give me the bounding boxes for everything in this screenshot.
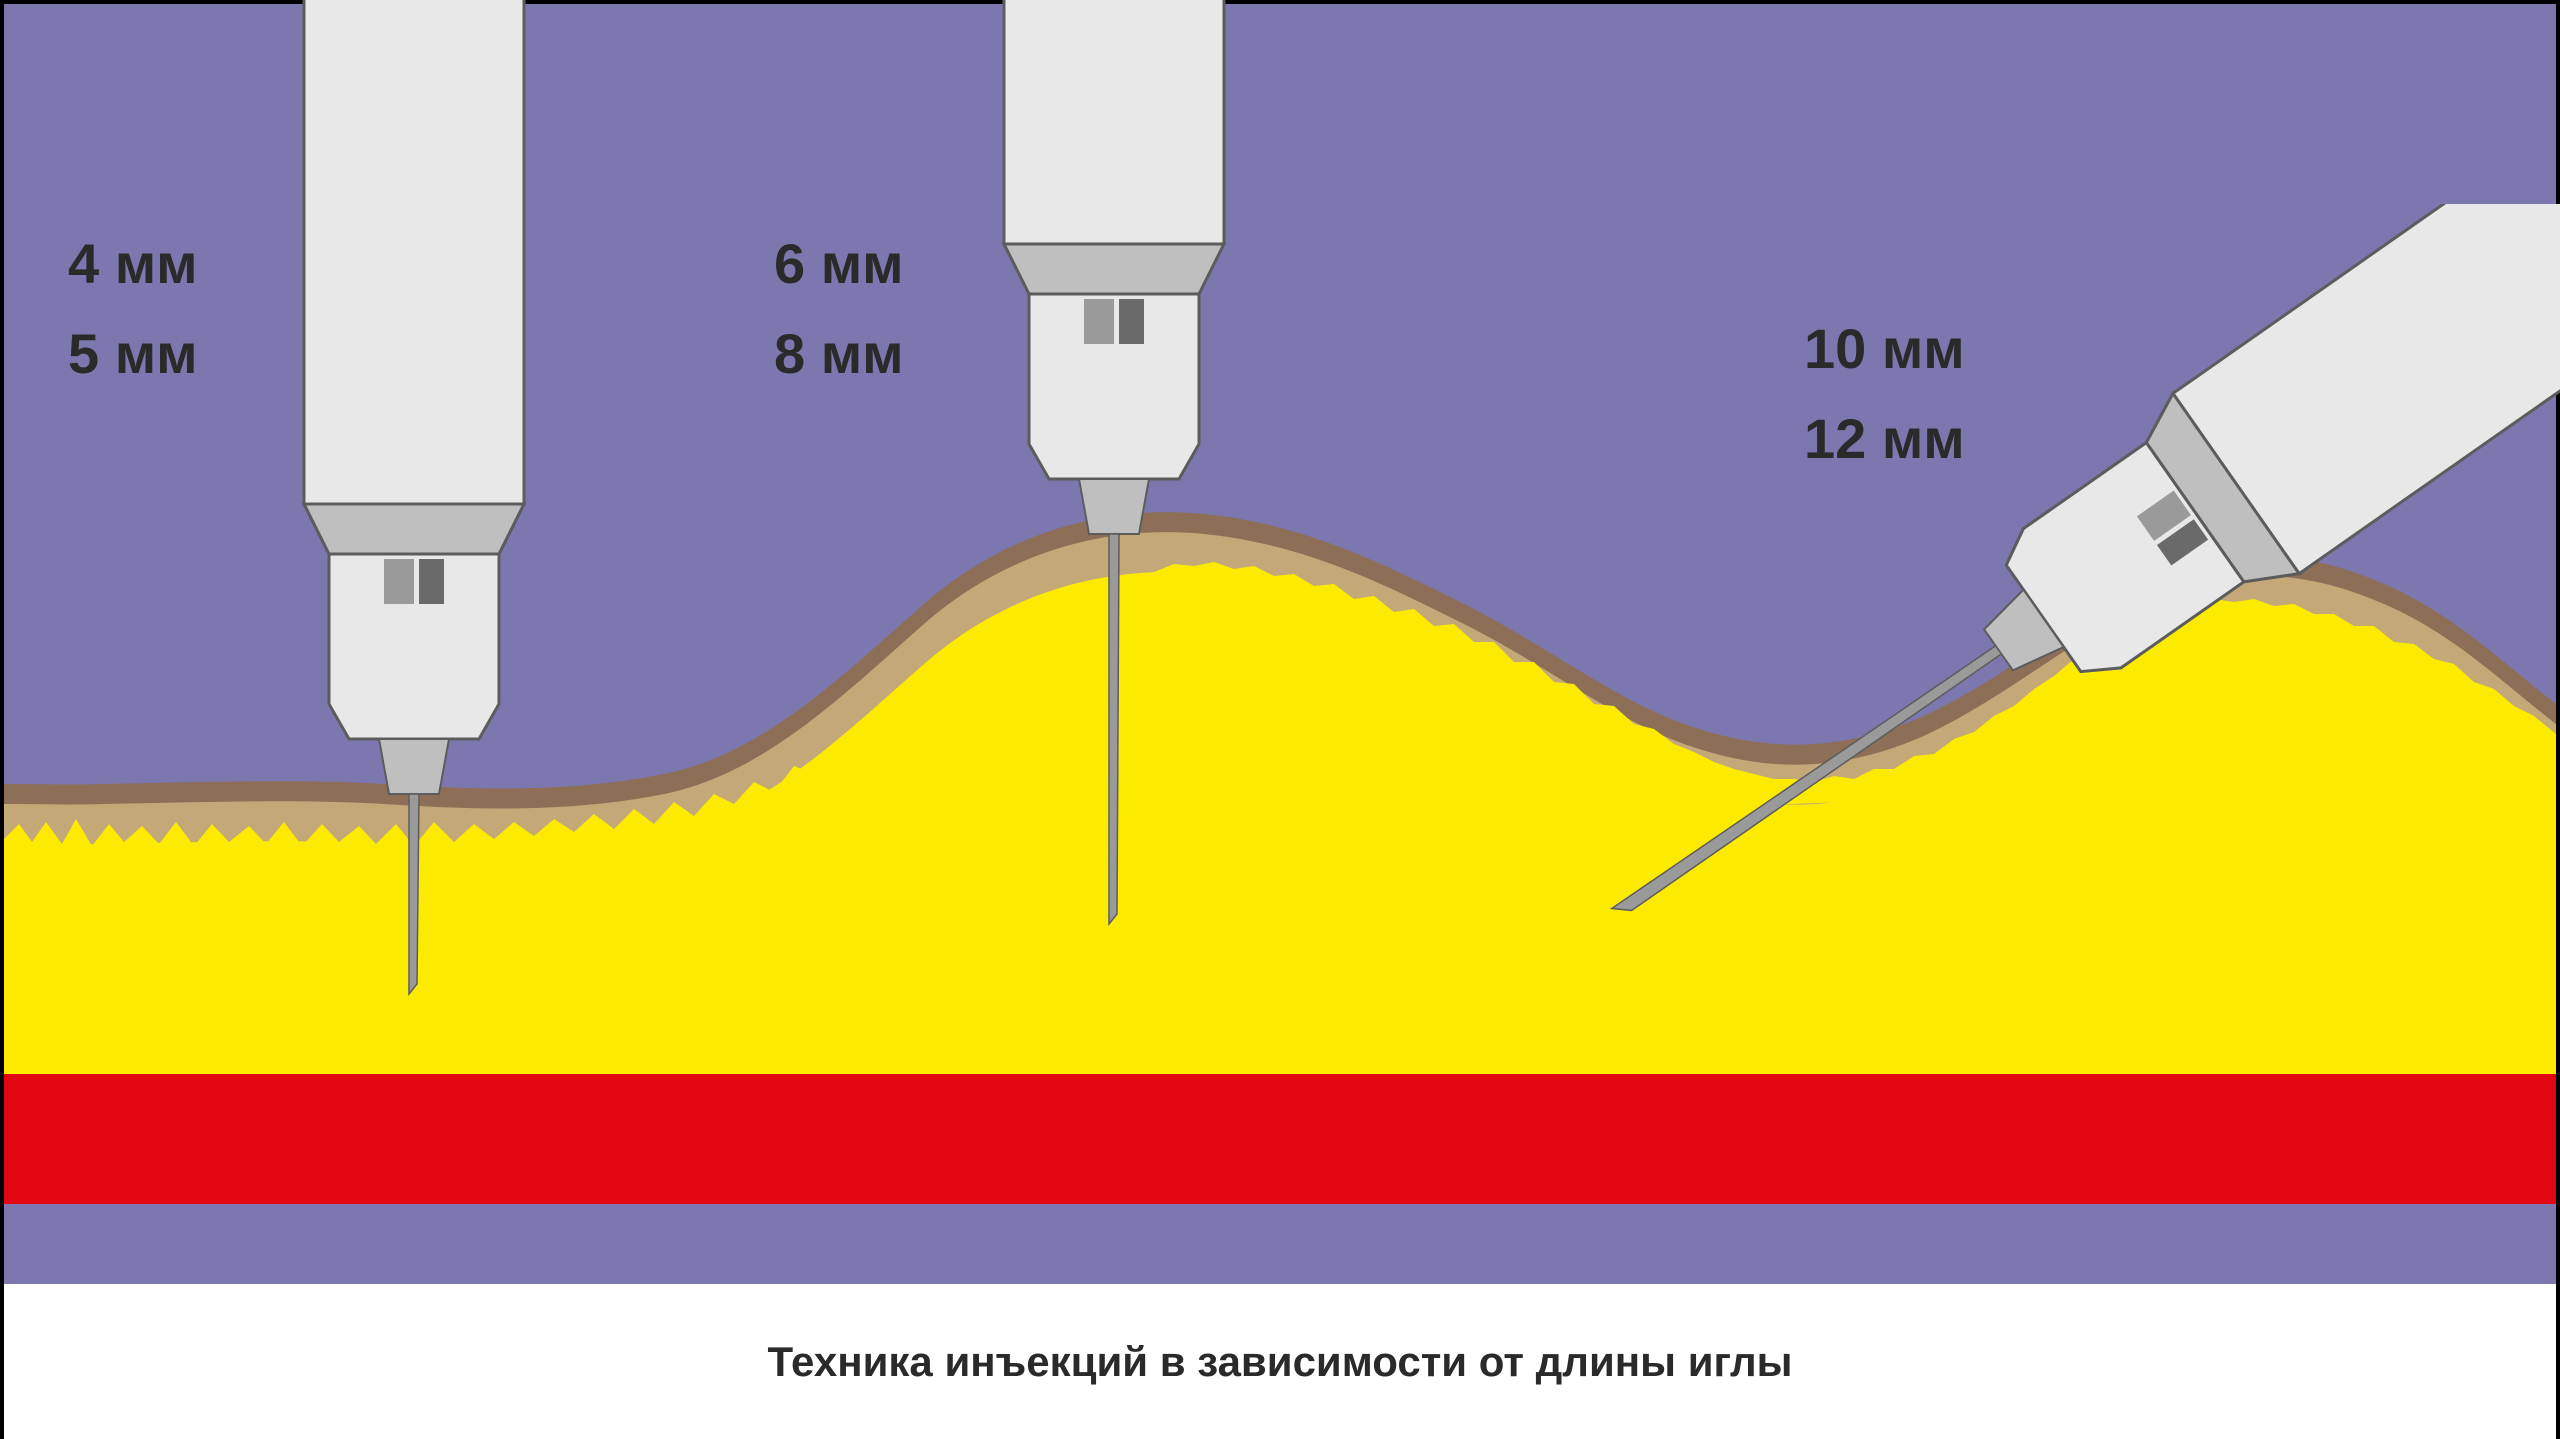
diagram-caption: Техника инъекций в зависимости от длины … [767, 1338, 1792, 1386]
label-group-2: 6 мм 8 мм [774, 219, 904, 398]
label-6mm: 6 мм [774, 219, 904, 309]
syringe-3 [1564, 204, 2560, 1004]
caption-area: Техника инъекций в зависимости от длины … [4, 1284, 2556, 1439]
syringe-1 [284, 0, 544, 1004]
label-group-1: 4 мм 5 мм [68, 219, 198, 398]
label-8mm: 8 мм [774, 309, 904, 399]
label-12mm: 12 мм [1804, 394, 1965, 484]
syringe-2 [984, 0, 1244, 1004]
diagram-container: 4 мм 5 мм 6 мм 8 мм 10 мм 12 мм Техника … [0, 0, 2560, 1439]
label-group-3: 10 мм 12 мм [1804, 304, 1965, 483]
label-10mm: 10 мм [1804, 304, 1965, 394]
label-4mm: 4 мм [68, 219, 198, 309]
label-5mm: 5 мм [68, 309, 198, 399]
diagram-area: 4 мм 5 мм 6 мм 8 мм 10 мм 12 мм [4, 4, 2556, 1284]
